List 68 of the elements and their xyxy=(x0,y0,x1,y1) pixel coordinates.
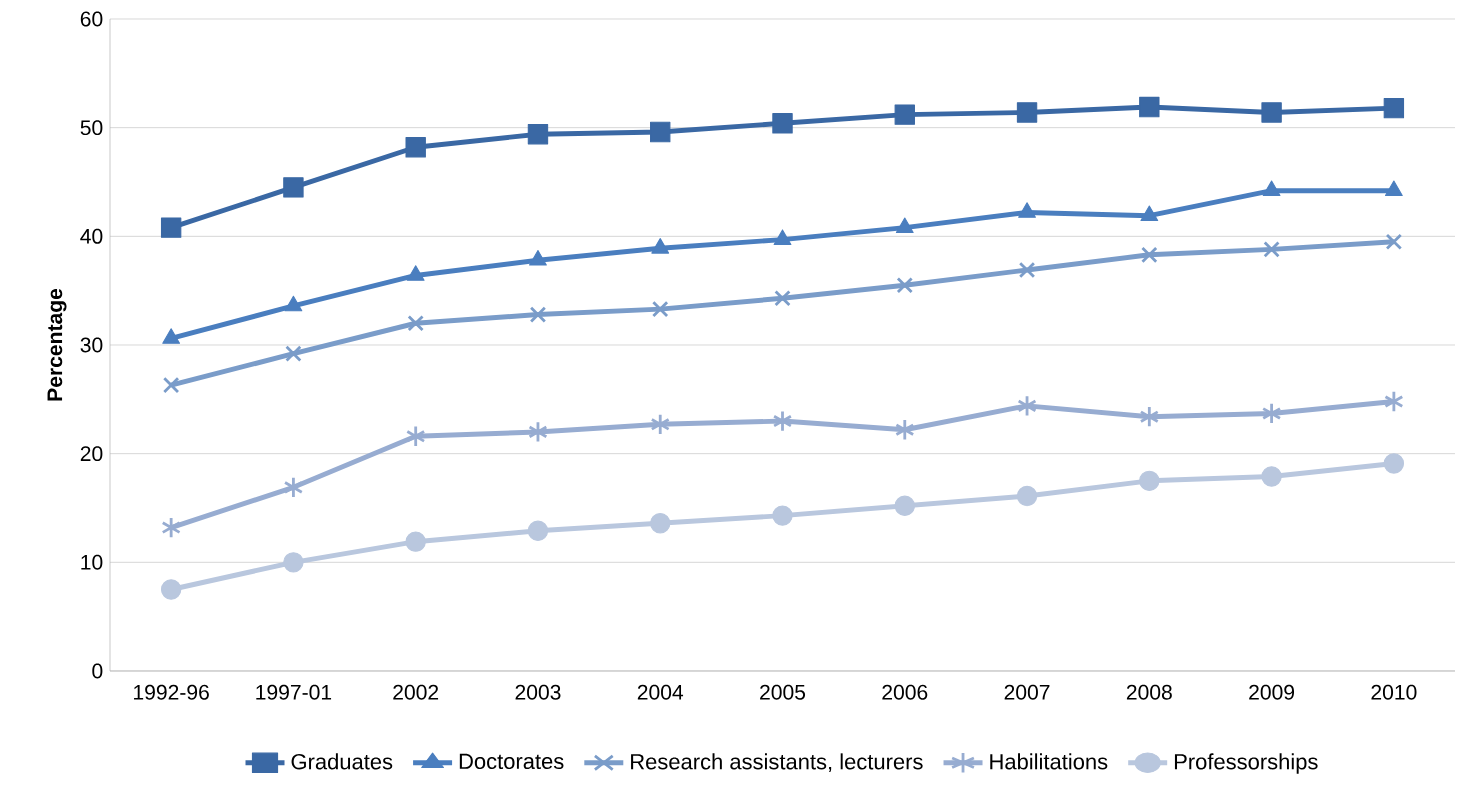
legend-label: Doctorates xyxy=(459,753,564,770)
point xyxy=(1261,402,1282,425)
point xyxy=(528,420,548,443)
point xyxy=(894,495,915,517)
y-tick-label: 10 xyxy=(81,554,103,570)
point xyxy=(1141,246,1158,264)
point xyxy=(527,520,549,541)
x-tick-label: 2002 xyxy=(393,684,439,700)
point xyxy=(651,300,669,318)
point xyxy=(1385,233,1403,250)
point xyxy=(1261,102,1282,123)
legend-label: Graduates xyxy=(291,753,393,770)
point xyxy=(1384,390,1404,413)
x-tick-label: 2008 xyxy=(1126,684,1172,700)
point xyxy=(1383,453,1405,474)
point xyxy=(1139,405,1160,428)
point xyxy=(160,217,182,238)
point xyxy=(1016,485,1038,507)
point xyxy=(405,137,426,158)
point xyxy=(895,418,915,441)
point xyxy=(650,413,671,436)
x-tick-label: 1997-01 xyxy=(256,684,332,700)
y-tick-label: 40 xyxy=(80,228,103,244)
y-axis-title: Percentage xyxy=(47,288,67,401)
x-tick-label: 1992-96 xyxy=(134,684,209,700)
point xyxy=(894,104,915,125)
point xyxy=(283,552,304,573)
point xyxy=(162,376,180,394)
point xyxy=(1018,261,1036,279)
legend-label: Habilitations xyxy=(990,753,1108,770)
y-tick-label: 60 xyxy=(80,11,103,27)
point xyxy=(772,505,793,526)
point xyxy=(774,290,791,307)
point xyxy=(896,276,914,294)
point xyxy=(283,177,304,198)
legend-label: Research assistants, lecturers xyxy=(631,753,923,773)
point xyxy=(283,476,304,499)
x-tick-label: 2006 xyxy=(882,684,928,700)
point xyxy=(1261,466,1282,487)
point xyxy=(1139,96,1160,118)
point xyxy=(772,409,793,433)
point xyxy=(650,121,671,143)
point xyxy=(285,345,302,362)
point xyxy=(650,513,671,534)
point xyxy=(1263,241,1280,258)
y-tick-label: 50 xyxy=(80,120,103,136)
point xyxy=(1016,102,1038,123)
x-tick-label: 2007 xyxy=(1004,684,1050,700)
x-tick-label: 2004 xyxy=(637,684,684,700)
point xyxy=(772,113,793,134)
point xyxy=(1383,97,1405,119)
point xyxy=(407,315,424,332)
y-tick-label: 0 xyxy=(92,663,103,679)
point xyxy=(161,516,181,539)
point xyxy=(1139,470,1160,492)
legend-label: Professorships xyxy=(1174,753,1318,774)
y-tick-label: 30 xyxy=(80,337,103,353)
x-tick-label: 2003 xyxy=(515,684,561,700)
y-tick-label: 20 xyxy=(80,446,103,462)
x-tick-label: 2010 xyxy=(1371,684,1417,700)
point xyxy=(529,306,547,323)
point xyxy=(160,579,182,600)
x-tick-label: 2009 xyxy=(1249,684,1295,700)
point xyxy=(1017,394,1037,417)
point xyxy=(405,425,426,448)
point xyxy=(527,123,549,145)
point xyxy=(405,531,426,552)
x-tick-label: 2005 xyxy=(760,684,806,700)
